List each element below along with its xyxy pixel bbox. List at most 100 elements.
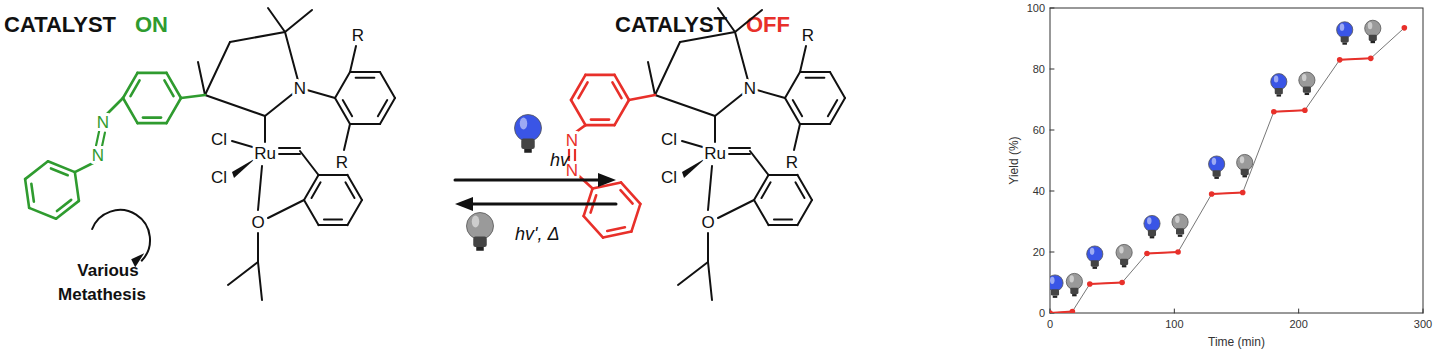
- bond: [678, 262, 708, 285]
- figure: CATALYSTONCATALYSTOFFNClClRuORRNClClRuOR…: [0, 0, 1438, 355]
- ring-double-bond: [312, 182, 321, 198]
- ring-double-bond: [607, 227, 625, 231]
- double-bond: [279, 153, 300, 155]
- bond: [707, 233, 709, 262]
- data-point: [1087, 281, 1093, 287]
- state-title: CATALYST: [4, 12, 117, 37]
- bond: [794, 124, 800, 150]
- light-bulb: [1050, 275, 1063, 298]
- bond: [258, 262, 262, 300]
- bond: [655, 95, 715, 116]
- y-tick: [1050, 191, 1054, 192]
- data-point: [1070, 309, 1076, 313]
- bulb-shine: [520, 118, 528, 130]
- bulb-tip: [1305, 93, 1310, 95]
- atom-label: N: [744, 79, 756, 98]
- data-point: [1209, 191, 1215, 197]
- ring-double-bond: [131, 80, 140, 96]
- light-bulb: [1271, 74, 1287, 97]
- ring-bond: [350, 71, 380, 73]
- bond: [629, 95, 655, 100]
- ring-bond: [304, 200, 319, 225]
- bulb-tip: [1053, 296, 1058, 298]
- ring-bond: [830, 98, 845, 124]
- y-tick-label: 20: [1033, 246, 1045, 258]
- condition: hv', Δ: [515, 224, 560, 244]
- bulb-glass: [1337, 22, 1353, 38]
- ring-double-bond: [591, 118, 609, 121]
- light-bulb: [1144, 215, 1160, 238]
- y-axis-label: Yield (%): [1007, 136, 1021, 184]
- ring-bond: [586, 74, 615, 77]
- bulb-tip: [1277, 94, 1282, 96]
- bond: [205, 42, 230, 95]
- bulb-tip: [1214, 177, 1219, 179]
- atom-label: O: [251, 213, 264, 232]
- bond: [205, 95, 265, 116]
- x-tick: [1298, 309, 1299, 313]
- reverse-arrowhead: [455, 197, 473, 211]
- atom-label: R: [352, 26, 364, 45]
- bulb-tip: [1242, 175, 1247, 177]
- double-bond: [729, 153, 750, 155]
- atom-label: Ru: [254, 144, 276, 163]
- bulb-tip: [1072, 294, 1077, 296]
- bond: [718, 8, 735, 32]
- bond: [648, 62, 655, 95]
- ring-bond: [348, 200, 363, 225]
- cycle-label: Metathesis: [58, 285, 146, 304]
- x-tick: [1174, 309, 1175, 313]
- bond: [285, 10, 312, 32]
- bulb-glass: [1144, 215, 1160, 231]
- bulb-base: [1369, 35, 1377, 41]
- data-point: [1144, 251, 1150, 257]
- data-point: [1402, 25, 1408, 31]
- state-word: OFF: [746, 12, 790, 37]
- ring-bond: [621, 182, 640, 204]
- ring-bond: [584, 216, 603, 238]
- bulb-shine: [1069, 275, 1074, 282]
- forward-arrowhead: [598, 173, 616, 187]
- atom-label: N: [294, 79, 306, 98]
- double-bond: [574, 149, 576, 161]
- ring-double-bond: [612, 82, 621, 98]
- bond: [682, 141, 706, 148]
- y-tick: [1050, 69, 1054, 70]
- atom-label: Cl: [211, 130, 227, 149]
- ring-double-bond: [57, 200, 71, 211]
- ring-bond: [754, 200, 769, 225]
- state-title: CATALYST: [615, 12, 728, 37]
- data-point: [1050, 310, 1053, 313]
- ring-bond: [603, 232, 631, 238]
- bulb-tip: [1093, 267, 1098, 269]
- bond: [258, 166, 262, 210]
- atom-label: N: [97, 113, 109, 132]
- plot-area: [1050, 20, 1407, 313]
- light-bulb: [467, 213, 494, 251]
- y-tick: [1050, 8, 1054, 9]
- bond: [300, 151, 319, 175]
- bond: [708, 166, 712, 210]
- bulb-glass: [1116, 244, 1132, 260]
- ring-double-bond: [51, 168, 68, 175]
- ring-bond: [785, 98, 800, 124]
- bond: [230, 32, 285, 42]
- ring-bond: [769, 174, 798, 176]
- bulb-glass: [1209, 156, 1225, 172]
- atom-label: Ru: [704, 144, 726, 163]
- ring-bond: [25, 179, 29, 208]
- ring-bond: [29, 208, 56, 219]
- bond: [735, 10, 762, 32]
- bulb-glass: [1050, 275, 1063, 291]
- bond: [181, 95, 205, 98]
- bulb-base: [521, 139, 535, 150]
- ring-double-bond: [143, 116, 161, 119]
- atom-label: Cl: [661, 168, 677, 187]
- atom-label: Cl: [661, 130, 677, 149]
- bulb-glass: [1172, 214, 1188, 230]
- bulb-base: [1241, 169, 1249, 175]
- light-bulb: [515, 115, 542, 153]
- bond: [107, 98, 123, 114]
- data-point: [1240, 190, 1246, 196]
- ring-double-bond: [324, 219, 342, 221]
